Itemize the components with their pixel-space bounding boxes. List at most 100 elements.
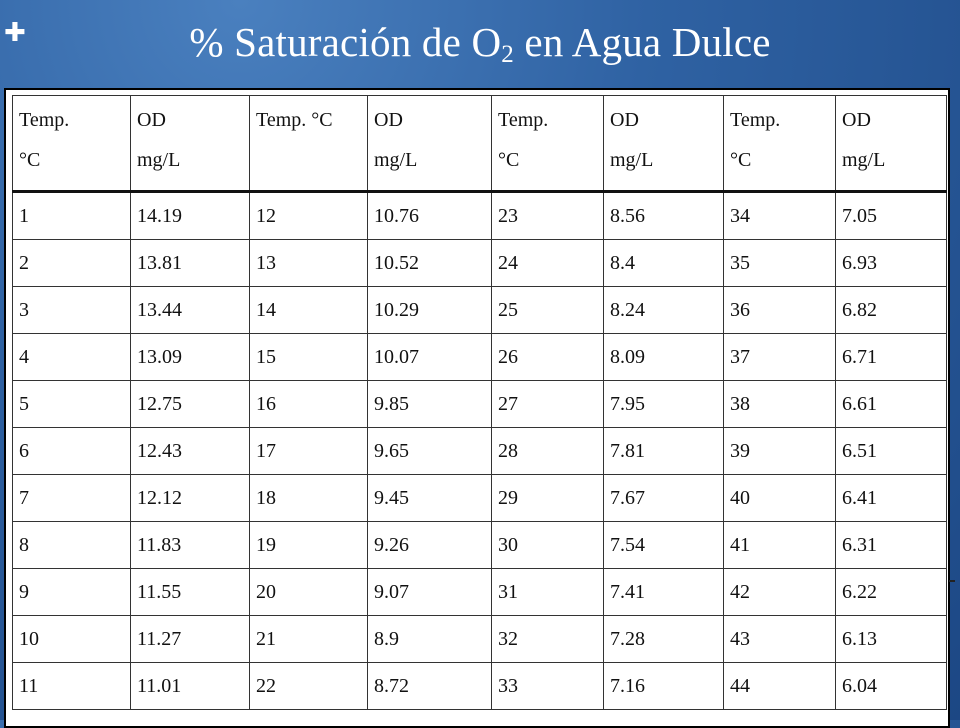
table-cell: 27 xyxy=(491,380,604,428)
table-cell: 10.52 xyxy=(367,239,492,287)
table-cell: 8.09 xyxy=(603,333,724,381)
table-cell: 6 xyxy=(12,427,131,475)
table-cell: 13.44 xyxy=(130,286,250,334)
table-image-frame: Temp. °C OD mg/L Temp. °C OD mg/L Temp. °C O… xyxy=(4,88,950,728)
table-cell: 7.41 xyxy=(603,568,724,616)
table-cell: 12 xyxy=(249,191,368,240)
table-row: 5 12.75 16 9.85 27 7.95 38 6.61 xyxy=(12,380,947,428)
table-cell: 38 xyxy=(723,380,836,428)
table-cell: 15 xyxy=(249,333,368,381)
table-cell: 36 xyxy=(723,286,836,334)
table-cell: 10 xyxy=(12,615,131,663)
table-row: 7 12.12 18 9.45 29 7.67 40 6.41 xyxy=(12,474,947,522)
table-cell: 31 xyxy=(491,568,604,616)
table-cell: 9.26 xyxy=(367,521,492,569)
table-cell: 6.71 xyxy=(835,333,947,381)
header-temp-3: Temp. °C xyxy=(491,95,604,193)
table-row: 8 11.83 19 9.26 30 7.54 41 6.31 xyxy=(12,521,947,569)
table-cell: 34 xyxy=(723,191,836,240)
table-cell: 10.07 xyxy=(367,333,492,381)
table-cell: 6.13 xyxy=(835,615,947,663)
table-cell: 11 xyxy=(12,662,131,710)
dissolved-oxygen-table: Temp. °C OD mg/L Temp. °C OD mg/L Temp. °C O… xyxy=(12,95,947,710)
table-cell: 24 xyxy=(491,239,604,287)
table-cell: 17 xyxy=(249,427,368,475)
table-cell: 7 xyxy=(12,474,131,522)
table-cell: 18 xyxy=(249,474,368,522)
table-cell: 6.04 xyxy=(835,662,947,710)
table-cell: 8.24 xyxy=(603,286,724,334)
table-cell: 35 xyxy=(723,239,836,287)
table-cell: 7.16 xyxy=(603,662,724,710)
table-cell: 6.51 xyxy=(835,427,947,475)
table-cell: 9.07 xyxy=(367,568,492,616)
table-cell: 25 xyxy=(491,286,604,334)
table-cell: 2 xyxy=(12,239,131,287)
table-cell: 44 xyxy=(723,662,836,710)
table-cell: 9.65 xyxy=(367,427,492,475)
table-cell: 4 xyxy=(12,333,131,381)
table-row: 9 11.55 20 9.07 31 7.41 42 6.22 xyxy=(12,568,947,616)
edge-tick-mark xyxy=(949,580,955,582)
table-row: 11 11.01 22 8.72 33 7.16 44 6.04 xyxy=(12,662,947,710)
table-cell: 11.83 xyxy=(130,521,250,569)
table-cell: 7.05 xyxy=(835,191,947,240)
table-cell: 22 xyxy=(249,662,368,710)
table-cell: 10.76 xyxy=(367,191,492,240)
table-cell: 5 xyxy=(12,380,131,428)
table-cell: 42 xyxy=(723,568,836,616)
title-main: % Saturación de O xyxy=(189,19,502,65)
table-cell: 43 xyxy=(723,615,836,663)
table-cell: 13 xyxy=(249,239,368,287)
table-cell: 14.19 xyxy=(130,191,250,240)
table-cell: 32 xyxy=(491,615,604,663)
table-cell: 7.67 xyxy=(603,474,724,522)
table-cell: 6.22 xyxy=(835,568,947,616)
table-cell: 12.12 xyxy=(130,474,250,522)
header-od-1: OD mg/L xyxy=(130,95,250,193)
table-cell: 12.43 xyxy=(130,427,250,475)
table-row: 2 13.81 13 10.52 24 8.4 35 6.93 xyxy=(12,239,947,287)
table-cell: 16 xyxy=(249,380,368,428)
table-cell: 12.75 xyxy=(130,380,250,428)
table-cell: 3 xyxy=(12,286,131,334)
table-cell: 9.85 xyxy=(367,380,492,428)
table-cell: 23 xyxy=(491,191,604,240)
table-body: 1 14.19 12 10.76 23 8.56 34 7.05 2 13.81 13 10.52 24… xyxy=(12,191,947,710)
plus-icon: ✚ xyxy=(4,18,26,48)
table-cell: 6.41 xyxy=(835,474,947,522)
table-cell: 6.31 xyxy=(835,521,947,569)
table-cell: 7.95 xyxy=(603,380,724,428)
table-cell: 14 xyxy=(249,286,368,334)
table-cell: 8.9 xyxy=(367,615,492,663)
table-cell: 19 xyxy=(249,521,368,569)
table-cell: 29 xyxy=(491,474,604,522)
table-cell: 20 xyxy=(249,568,368,616)
table-header-row: Temp. °C OD mg/L Temp. °C OD mg/L Temp. °C O… xyxy=(12,95,947,193)
table-cell: 9.45 xyxy=(367,474,492,522)
table-cell: 21 xyxy=(249,615,368,663)
header-od-2: OD mg/L xyxy=(367,95,492,193)
table-cell: 41 xyxy=(723,521,836,569)
table-row: 3 13.44 14 10.29 25 8.24 36 6.82 xyxy=(12,286,947,334)
table-cell: 26 xyxy=(491,333,604,381)
table-cell: 8.72 xyxy=(367,662,492,710)
table-cell: 8 xyxy=(12,521,131,569)
table-cell: 6.93 xyxy=(835,239,947,287)
slide-title: % Saturación de O2 en Agua Dulce xyxy=(0,18,960,69)
table-cell: 1 xyxy=(12,191,131,240)
title-subscript: 2 xyxy=(501,41,514,68)
table-cell: 13.09 xyxy=(130,333,250,381)
table-row: 6 12.43 17 9.65 28 7.81 39 6.51 xyxy=(12,427,947,475)
header-temp-4: Temp. °C xyxy=(723,95,836,193)
table-cell: 37 xyxy=(723,333,836,381)
table-cell: 9 xyxy=(12,568,131,616)
table-cell: 7.28 xyxy=(603,615,724,663)
table-cell: 11.27 xyxy=(130,615,250,663)
table-cell: 7.81 xyxy=(603,427,724,475)
table-cell: 6.82 xyxy=(835,286,947,334)
header-od-4: OD mg/L xyxy=(835,95,947,193)
header-od-3: OD mg/L xyxy=(603,95,724,193)
header-temp-2: Temp. °C xyxy=(249,95,368,193)
table-row: 1 14.19 12 10.76 23 8.56 34 7.05 xyxy=(12,191,947,240)
